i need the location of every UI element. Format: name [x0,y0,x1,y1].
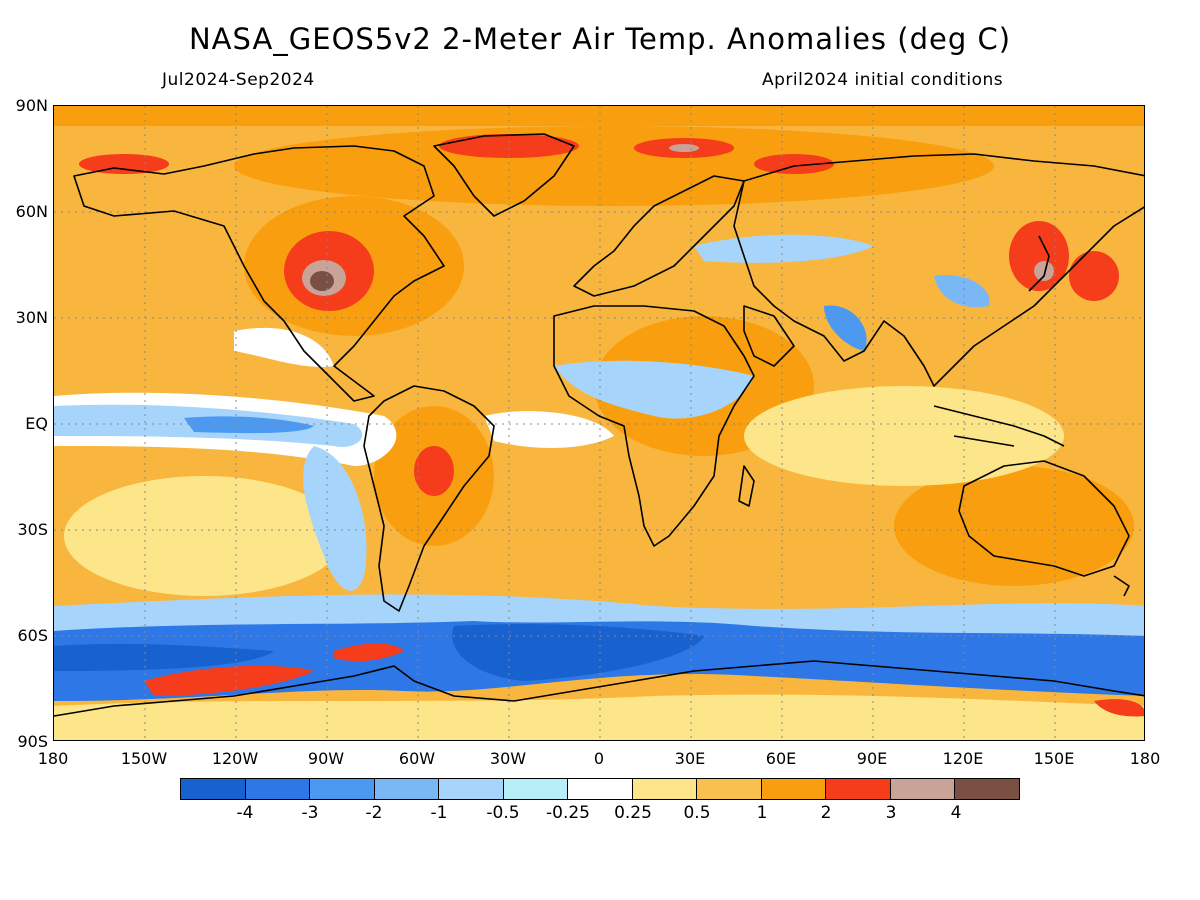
lat-label-90s: 90S [17,732,48,751]
map-title: NASA_GEOS5v2 2-Meter Air Temp. Anomalies… [188,22,1012,56]
us-heat-core [310,271,334,291]
lon-label-30w: 30W [489,749,527,768]
colorbar-swatch [955,779,1019,799]
anomaly-map [53,105,1145,741]
greenland-warm [439,134,579,158]
lon-label-150e: 150E [1033,749,1075,768]
east-asia-cold [934,275,990,308]
indian-ocean-light [744,386,1064,486]
colorbar [180,778,1020,800]
lon-label-90e: 90E [856,749,888,768]
sahel-cold [554,360,754,419]
colorbar-label: 4 [950,803,962,823]
lat-label-30n: 30N [15,308,48,327]
colorbar-label: -2 [365,803,383,823]
colorbar-swatch [245,779,311,799]
chukchi-warm [79,154,169,174]
colorbar-swatch [568,779,633,799]
coastlines [54,133,1144,717]
lon-label-150w: 150W [120,749,168,768]
ross-cold-core [54,643,274,671]
colorbar-swatch [697,779,762,799]
forecast-period: Jul2024-Sep2024 [162,70,315,90]
colorbar-swatch [761,779,827,799]
lon-label-0: 0 [593,749,605,768]
north-eurasia-warm [234,126,994,206]
anomaly-map-canvas [54,106,1144,740]
antarctic-interior [54,694,1144,740]
southeast-pacific-cold [303,446,367,591]
lat-label-eq: EQ [25,414,48,433]
colorbar-label: -0.5 [486,803,520,823]
lon-label-60e: 60E [765,749,797,768]
lon-label-120w: 120W [211,749,259,768]
lat-label-60n: 60N [15,202,48,221]
japan-heat [1009,221,1069,291]
australia-warm [894,466,1134,586]
colorbar-label: -4 [236,803,254,823]
graticule [54,106,1144,740]
colorbar-swatch [439,779,504,799]
colorbar-swatch [826,779,891,799]
colorbar-label: 2 [820,803,832,823]
colorbar-swatch [181,779,246,799]
south-pacific-light [64,476,344,596]
peninsula-warm [334,643,404,662]
colorbar-label: -1 [430,803,448,823]
colorbar-swatch [632,779,698,799]
nw-pacific-heat [1069,251,1119,301]
india-cold [824,305,867,351]
lon-label-120e: 120E [942,749,984,768]
colorbar-label: -3 [301,803,319,823]
colorbar-label: 3 [885,803,897,823]
atlantic-neutral [484,411,614,448]
arctic-band [54,106,1144,126]
lon-label-90w: 90W [307,749,345,768]
barents-hotspot [669,144,699,152]
weddell-cold-core [452,624,704,681]
colorbar-swatch [503,779,569,799]
colorbar-label: 1 [756,803,768,823]
colorbar-label: 0.5 [683,803,711,823]
colorbar-swatch [310,779,375,799]
lat-label-30s: 30S [17,520,48,539]
lon-label-180e: 180 [1129,749,1161,768]
lon-label-60w: 60W [398,749,436,768]
south-america-heat [414,446,454,496]
initial-conditions: April2024 initial conditions [762,70,1004,90]
lon-label-180w: 180 [37,749,69,768]
japan-hotspot [1034,261,1054,281]
pacific-cold-core [184,416,314,434]
colorbar-label: -0.25 [546,803,590,823]
lat-label-90n: 90N [15,96,48,115]
colorbar-label: 0.25 [614,803,652,823]
colorbar-swatch [890,779,956,799]
east-pacific-neutral [234,327,334,368]
lat-label-60s: 60S [17,626,48,645]
amundsen-warm [144,665,314,696]
lon-label-30e: 30E [674,749,706,768]
siberia-warm [754,154,834,174]
colorbar-swatch [374,779,440,799]
east-antarctic-warm [1094,699,1144,717]
